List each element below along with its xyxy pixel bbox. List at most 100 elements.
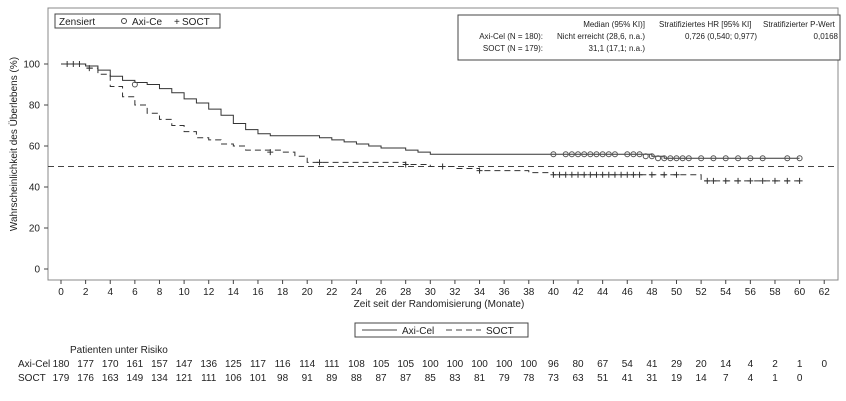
at-risk-value: 41 bbox=[622, 373, 634, 384]
at-risk-value: 100 bbox=[422, 359, 439, 370]
at-risk-value: 79 bbox=[499, 373, 511, 384]
at-risk-value: 147 bbox=[176, 359, 193, 370]
censor-mark-soct bbox=[605, 171, 612, 178]
at-risk-value: 89 bbox=[326, 373, 338, 384]
x-tick-label: 18 bbox=[277, 287, 289, 298]
censor-mark-axicel bbox=[784, 155, 791, 162]
x-tick-label: 24 bbox=[351, 287, 363, 298]
plot-frame bbox=[47, 7, 839, 281]
censor-mark-soct bbox=[550, 171, 557, 178]
at-risk-value: 87 bbox=[400, 373, 412, 384]
censor-mark-axicel bbox=[648, 153, 655, 160]
censor-mark-soct bbox=[476, 167, 483, 174]
at-risk-table: 180 177 170 161 157 147 136 125 117 116 114 111 108 1… bbox=[53, 359, 828, 384]
at-risk-value: 136 bbox=[200, 359, 217, 370]
censor-mark-soct bbox=[624, 171, 631, 178]
at-risk-value: 20 bbox=[696, 359, 708, 370]
x-tick-label: 0 bbox=[58, 287, 64, 298]
y-tick-label: 40 bbox=[29, 183, 41, 194]
at-risk-value: 125 bbox=[225, 359, 242, 370]
censor-mark-soct bbox=[593, 171, 600, 178]
x-tick-label: 8 bbox=[157, 287, 163, 298]
censor-mark-axicel bbox=[581, 151, 588, 158]
x-tick-label: 56 bbox=[745, 287, 757, 298]
censor-mark-axicel bbox=[667, 155, 674, 162]
at-risk-value: 4 bbox=[748, 373, 754, 384]
censor-mark-soct bbox=[86, 65, 93, 72]
censor-mark-axicel bbox=[568, 151, 575, 158]
at-risk-value: 108 bbox=[348, 359, 365, 370]
line-legend: Axi-Cel SOCT bbox=[354, 322, 529, 338]
censor-mark-soct bbox=[556, 171, 563, 178]
at-risk-value: 101 bbox=[250, 373, 267, 384]
at-risk-value: 73 bbox=[548, 373, 560, 384]
censor-mark-axicel bbox=[611, 151, 618, 158]
at-risk-value: 0 bbox=[821, 359, 827, 370]
at-risk-value: 111 bbox=[324, 359, 340, 370]
at-risk-value: 105 bbox=[373, 359, 390, 370]
censor-mark-soct bbox=[648, 171, 655, 178]
at-risk-value: 114 bbox=[299, 359, 315, 370]
censor-mark-axicel bbox=[673, 155, 680, 162]
median-soct: 31,1 (17,1; n.a.) bbox=[589, 44, 646, 53]
censor-mark-soct bbox=[267, 149, 274, 156]
censor-mark-soct bbox=[70, 61, 77, 67]
at-risk-value: 2 bbox=[772, 359, 778, 370]
censor-mark-axicel bbox=[562, 151, 569, 158]
x-tick-label: 60 bbox=[794, 287, 806, 298]
at-risk-value: 78 bbox=[523, 373, 535, 384]
x-tick-label: 10 bbox=[179, 287, 191, 298]
censor-legend: Zensiert Axi-Ce + SOCT bbox=[54, 13, 221, 29]
y-tick-label: 80 bbox=[29, 101, 41, 112]
at-risk-title: Patienten unter Risiko bbox=[70, 345, 168, 356]
y-axis-label: Wahrscheinlichkeit des Überlebens (%) bbox=[8, 57, 20, 231]
censor-mark-soct bbox=[618, 171, 625, 178]
header-hr: Stratifiziertes HR [95% KI] bbox=[659, 20, 751, 29]
at-risk-value: 1 bbox=[772, 373, 778, 384]
x-tick-label: 22 bbox=[326, 287, 338, 298]
censor-mark-axicel bbox=[605, 151, 612, 158]
censor-mark-axicel bbox=[735, 155, 742, 162]
at-risk-value: 177 bbox=[77, 359, 94, 370]
at-risk-value: 100 bbox=[471, 359, 488, 370]
x-tick-label: 50 bbox=[671, 287, 683, 298]
y-axis: 0 20 40 60 80 100 bbox=[23, 60, 48, 276]
at-risk-value: 161 bbox=[127, 359, 144, 370]
stats-table: Median (95% KI)] Stratifiziertes HR [95%… bbox=[457, 14, 841, 61]
x-axis-label: Zeit seit der Randomisierung (Monate) bbox=[354, 299, 525, 310]
at-risk-value: 19 bbox=[671, 373, 683, 384]
at-risk-value: 170 bbox=[102, 359, 119, 370]
at-risk-value: 63 bbox=[572, 373, 584, 384]
curve-axi-cel bbox=[61, 63, 800, 159]
censor-mark-soct bbox=[661, 171, 668, 178]
x-tick-label: 14 bbox=[228, 287, 240, 298]
censor-mark-axicel bbox=[710, 155, 717, 162]
at-risk-value: 96 bbox=[548, 359, 560, 370]
at-risk-value: 87 bbox=[375, 373, 387, 384]
at-risk-value: 31 bbox=[646, 373, 658, 384]
censor-mark-soct bbox=[704, 177, 711, 184]
censor-mark-axicel bbox=[587, 151, 594, 158]
at-risk-value: 29 bbox=[671, 359, 683, 370]
at-risk-value: 100 bbox=[447, 359, 464, 370]
censor-mark-axicel bbox=[131, 81, 138, 88]
at-risk-value: 67 bbox=[597, 359, 609, 370]
at-risk-value: 111 bbox=[201, 373, 217, 384]
at-risk-value: 14 bbox=[720, 359, 732, 370]
censor-mark-axicel bbox=[636, 151, 643, 158]
at-risk-value: 1 bbox=[797, 359, 803, 370]
x-tick-label: 26 bbox=[375, 287, 387, 298]
at-risk-value: 54 bbox=[622, 359, 634, 370]
x-tick-label: 42 bbox=[572, 287, 584, 298]
at-risk-value: 116 bbox=[275, 359, 291, 370]
y-tick-label: 0 bbox=[34, 265, 40, 276]
at-risk-value: 98 bbox=[277, 373, 289, 384]
censor-mark-axicel bbox=[550, 151, 557, 158]
censor-legend-soct: SOCT bbox=[182, 17, 210, 28]
censor-mark-axicel bbox=[593, 151, 600, 158]
censor-mark-soct bbox=[562, 171, 569, 178]
at-risk-value: 4 bbox=[748, 359, 754, 370]
x-tick-label: 30 bbox=[425, 287, 437, 298]
x-tick-label: 40 bbox=[548, 287, 560, 298]
